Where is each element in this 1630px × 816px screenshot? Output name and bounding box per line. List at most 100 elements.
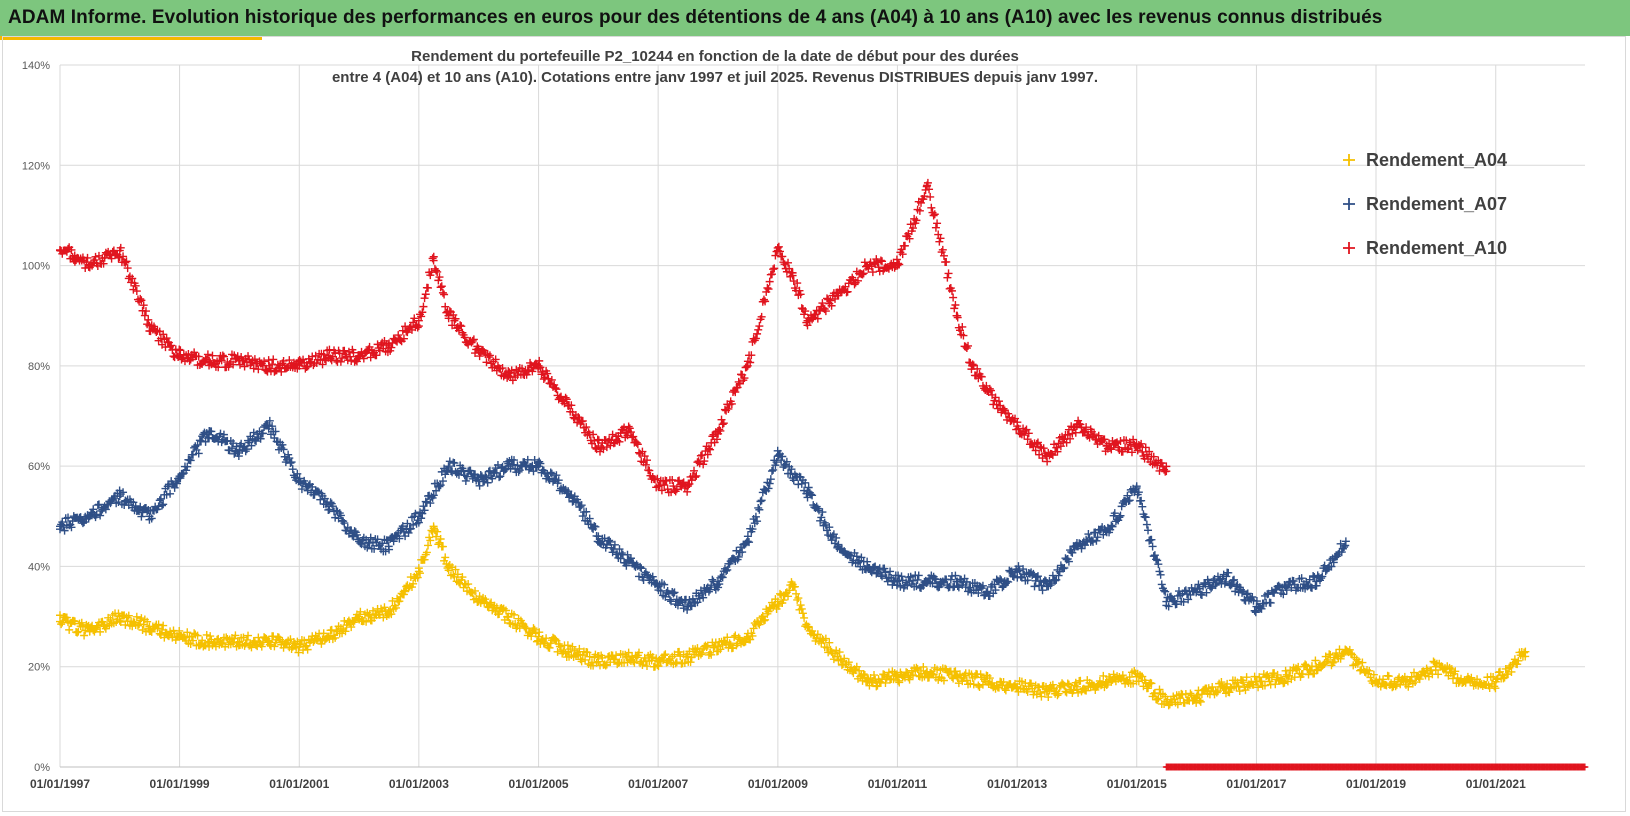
series-marker bbox=[577, 657, 586, 666]
series-marker bbox=[264, 636, 273, 645]
series-marker bbox=[624, 648, 633, 657]
series-marker bbox=[417, 514, 426, 523]
series-marker bbox=[336, 357, 345, 366]
series-marker bbox=[780, 260, 789, 269]
series-marker bbox=[767, 270, 776, 279]
series-marker bbox=[1064, 680, 1073, 689]
series-marker bbox=[843, 287, 852, 296]
series-marker bbox=[464, 580, 473, 589]
series-marker bbox=[414, 518, 423, 527]
series-marker bbox=[670, 588, 679, 597]
series-marker bbox=[1257, 604, 1266, 613]
series-marker bbox=[535, 457, 544, 466]
series-marker bbox=[878, 572, 887, 581]
series-marker bbox=[1327, 562, 1336, 571]
series-marker bbox=[690, 466, 699, 475]
series-marker bbox=[279, 356, 288, 365]
series-marker bbox=[141, 307, 150, 316]
series-marker bbox=[717, 572, 726, 581]
series-marker bbox=[759, 616, 768, 625]
plus-marker-icon bbox=[1343, 242, 1355, 254]
series-marker bbox=[897, 572, 906, 581]
series-marker bbox=[1181, 586, 1190, 595]
series-marker bbox=[723, 633, 732, 642]
series-marker bbox=[1257, 677, 1266, 686]
series-marker bbox=[938, 245, 947, 254]
series-marker bbox=[293, 364, 302, 373]
plus-marker-icon bbox=[1343, 154, 1355, 166]
series-marker bbox=[1099, 671, 1108, 680]
series-marker bbox=[159, 500, 168, 509]
series-marker bbox=[949, 293, 958, 302]
series-marker bbox=[698, 649, 707, 658]
series-marker bbox=[1082, 686, 1091, 695]
series-marker bbox=[1391, 682, 1400, 691]
series-marker bbox=[1032, 573, 1041, 582]
series-marker bbox=[784, 258, 793, 267]
series-marker bbox=[303, 645, 312, 654]
legend: Rendement_A04 Rendement_A07 Rendement_A1… bbox=[1340, 138, 1507, 270]
x-tick-label: 01/01/2009 bbox=[748, 777, 808, 791]
series-marker bbox=[661, 650, 670, 659]
series-marker bbox=[873, 258, 882, 267]
series-marker bbox=[287, 458, 296, 467]
gridlines bbox=[59, 64, 1585, 768]
series-marker bbox=[131, 281, 140, 290]
series-marker bbox=[876, 571, 885, 580]
series-marker bbox=[372, 351, 381, 360]
series-marker bbox=[349, 618, 358, 627]
series-marker bbox=[903, 581, 912, 590]
series-marker bbox=[628, 433, 637, 442]
series-marker bbox=[817, 513, 826, 522]
series-marker bbox=[943, 273, 952, 282]
series-marker bbox=[418, 308, 427, 317]
series-marker bbox=[1074, 688, 1083, 697]
series-marker bbox=[1071, 428, 1080, 437]
series-marker bbox=[1467, 673, 1476, 682]
series-marker bbox=[265, 416, 274, 425]
series-marker bbox=[419, 302, 428, 311]
series-marker bbox=[346, 352, 355, 361]
series-marker bbox=[441, 302, 450, 311]
x-tick-label: 01/01/2001 bbox=[269, 777, 329, 791]
series-marker bbox=[271, 427, 280, 436]
series-marker bbox=[870, 671, 879, 680]
series-marker bbox=[936, 234, 945, 243]
series-marker bbox=[950, 304, 959, 313]
series-marker bbox=[428, 254, 437, 263]
series-marker bbox=[827, 647, 836, 656]
series-marker bbox=[598, 653, 607, 662]
legend-item-a04: Rendement_A04 bbox=[1340, 138, 1507, 182]
series-marker bbox=[719, 419, 728, 428]
series-marker bbox=[894, 676, 903, 685]
series-marker bbox=[514, 467, 523, 476]
series-marker bbox=[469, 335, 478, 344]
series-marker bbox=[460, 333, 469, 342]
series-marker bbox=[914, 571, 923, 580]
series-marker bbox=[585, 514, 594, 523]
series-marker bbox=[755, 322, 764, 331]
series-marker bbox=[929, 211, 938, 220]
series-marker bbox=[709, 643, 718, 652]
series-marker bbox=[1028, 571, 1037, 580]
series-marker bbox=[247, 643, 256, 652]
series-marker bbox=[962, 577, 971, 586]
series-marker bbox=[919, 662, 928, 671]
series-marker bbox=[115, 616, 124, 625]
series-marker bbox=[356, 607, 365, 616]
series-marker bbox=[552, 471, 561, 480]
series-marker bbox=[355, 352, 364, 361]
series-marker bbox=[1499, 674, 1508, 683]
series-marker bbox=[808, 315, 817, 324]
y-tick-label: 60% bbox=[28, 461, 50, 473]
series-marker bbox=[241, 639, 250, 648]
series-marker bbox=[1110, 509, 1119, 518]
series-marker bbox=[373, 535, 382, 544]
series-marker bbox=[1093, 533, 1102, 542]
series-marker bbox=[578, 512, 587, 521]
series-marker bbox=[973, 364, 982, 373]
series-marker bbox=[495, 609, 504, 618]
series-marker bbox=[96, 511, 105, 520]
series-marker bbox=[1252, 597, 1261, 606]
series-marker bbox=[894, 571, 903, 580]
